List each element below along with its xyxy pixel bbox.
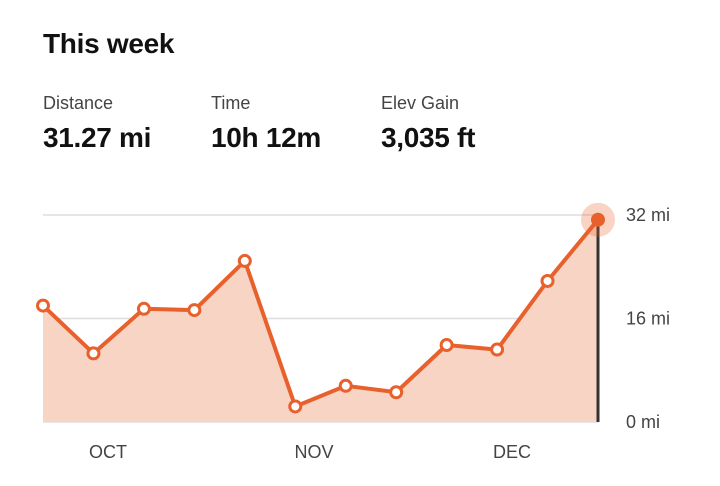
distance-area: [43, 219, 598, 422]
y-tick-label: 0 mi: [626, 412, 660, 432]
data-point[interactable]: [288, 399, 303, 414]
data-point[interactable]: [338, 378, 353, 393]
data-point[interactable]: [187, 303, 202, 318]
data-point[interactable]: [237, 253, 252, 268]
elevation-gain-label: Elev Gain: [381, 93, 460, 113]
x-tick-label: DEC: [493, 442, 531, 462]
y-tick-label: 32 mi: [626, 205, 670, 225]
elevation-gain-stat: Elev Gain 3,035 ft: [381, 93, 475, 154]
data-point[interactable]: [490, 342, 505, 357]
data-point[interactable]: [439, 338, 454, 353]
axis-labels: 0 mi 16 mi 32 mi OCT NOV DEC: [89, 205, 670, 462]
data-point[interactable]: [86, 346, 101, 361]
data-point[interactable]: [136, 301, 151, 316]
distance-stat: Distance 31.27 mi: [43, 93, 151, 154]
distance-line: [41, 217, 600, 409]
y-tick-label: 16 mi: [626, 309, 670, 329]
current-data-point[interactable]: [591, 212, 605, 227]
elevation-gain-value: 3,035 ft: [381, 122, 476, 153]
page-title: This week: [43, 28, 175, 59]
data-points: [36, 202, 615, 414]
data-point[interactable]: [36, 298, 50, 313]
time-stat: Time 10h 12m: [211, 93, 321, 154]
data-point[interactable]: [389, 385, 404, 400]
time-label: Time: [211, 93, 251, 113]
data-point[interactable]: [540, 273, 555, 288]
x-tick-label: NOV: [294, 442, 333, 462]
distance-value: 31.27 mi: [43, 122, 152, 153]
x-tick-label: OCT: [89, 442, 127, 462]
time-value: 10h 12m: [211, 122, 321, 153]
distance-label: Distance: [43, 93, 114, 113]
